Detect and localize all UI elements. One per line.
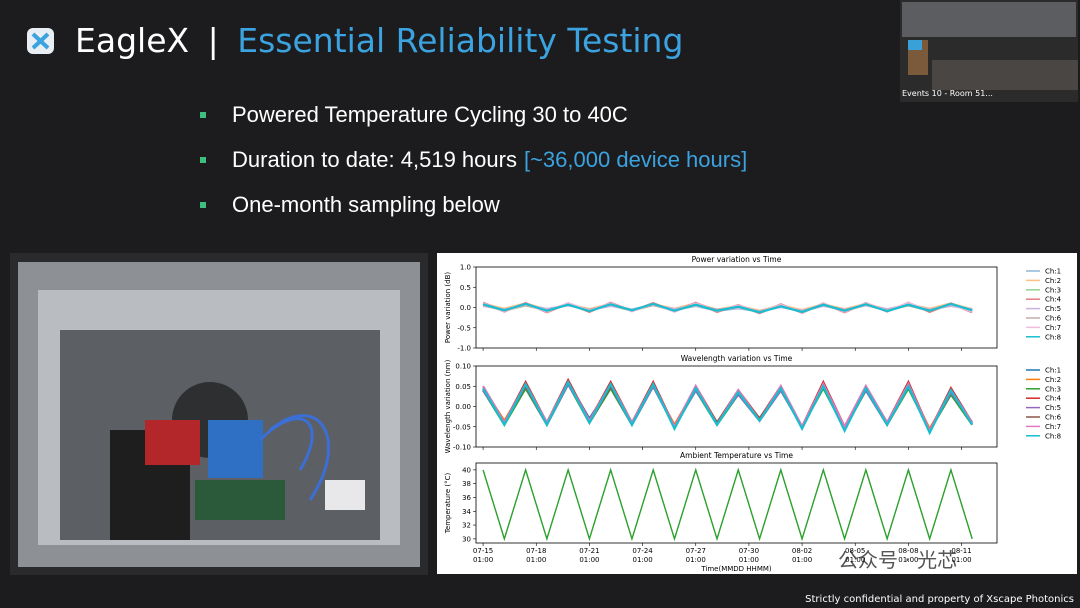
x-tick-label: 08-11 bbox=[951, 547, 971, 555]
legend-label: Ch:6 bbox=[1045, 414, 1062, 422]
series-line bbox=[482, 467, 973, 542]
y-tick-label: 30 bbox=[462, 535, 471, 543]
y-tick-label: 34 bbox=[462, 508, 471, 516]
legend-label: Ch:8 bbox=[1045, 333, 1061, 341]
legend-label: Ch:2 bbox=[1045, 376, 1061, 384]
x-tick-label: 07-18 bbox=[526, 547, 546, 555]
x-tick-time: 01:00 bbox=[739, 556, 759, 564]
legend-label: Ch:1 bbox=[1045, 268, 1061, 276]
bullet-text: Powered Temperature Cycling 30 to 40C bbox=[232, 101, 628, 127]
x-tick-label: 08-08 bbox=[898, 547, 918, 555]
legend-label: Ch:8 bbox=[1045, 432, 1061, 440]
y-axis-label: Temperature (°C) bbox=[444, 473, 452, 535]
y-tick-label: 40 bbox=[462, 466, 471, 474]
x-tick-label: 07-27 bbox=[686, 547, 706, 555]
x-tick-label: 07-21 bbox=[579, 547, 599, 555]
bullet-text: Duration to date: 4,519 hours bbox=[232, 146, 517, 172]
x-tick-label: 07-30 bbox=[739, 547, 759, 555]
y-tick-label: 0.5 bbox=[460, 284, 471, 292]
x-tick-time: 01:00 bbox=[526, 556, 546, 564]
heatsink bbox=[208, 420, 263, 478]
label-tag bbox=[325, 480, 365, 510]
photo bbox=[10, 253, 428, 575]
legend-label: Ch:6 bbox=[1045, 315, 1062, 323]
video-audience bbox=[932, 60, 1078, 90]
video-wall bbox=[902, 2, 1076, 37]
x-axis-label: Time(MMDD HHMM) bbox=[700, 565, 772, 573]
legend-label: Ch:1 bbox=[1045, 367, 1061, 375]
y-axis-label: Power variation (dB) bbox=[444, 272, 452, 344]
bullet-text: One-month sampling below bbox=[232, 191, 500, 217]
logo-mark bbox=[31, 32, 50, 50]
y-tick-label: 38 bbox=[462, 480, 471, 488]
x-tick-time: 01:00 bbox=[579, 556, 599, 564]
y-axis-label: Wavelength variation (nm) bbox=[444, 359, 452, 453]
y-tick-label: -0.05 bbox=[453, 423, 471, 431]
x-tick-time: 01:00 bbox=[473, 556, 493, 564]
bullet-highlight: [~36,000 device hours] bbox=[523, 146, 748, 172]
bullet: Duration to date: 4,519 hours [~36,000 de… bbox=[200, 137, 747, 182]
pcb bbox=[195, 480, 285, 520]
bullet-marker bbox=[200, 201, 206, 208]
y-tick-label: 1.0 bbox=[460, 264, 471, 272]
series-line bbox=[482, 302, 973, 314]
legend-label: Ch:3 bbox=[1045, 286, 1061, 294]
video-sign bbox=[908, 40, 922, 50]
y-tick-label: 0.0 bbox=[460, 304, 471, 312]
brand: EagleX bbox=[75, 21, 189, 60]
separator: | bbox=[208, 21, 219, 60]
x-tick-time: 01:00 bbox=[632, 556, 652, 564]
title-text: Essential Reliability Testing bbox=[237, 21, 683, 60]
watermark: 公众号 · 光芯 bbox=[838, 548, 957, 572]
y-tick-label: -0.10 bbox=[453, 444, 471, 452]
y-tick-label: -0.5 bbox=[457, 324, 471, 332]
panel-title: Wavelength variation vs Time bbox=[681, 354, 793, 363]
y-tick-label: -1.0 bbox=[457, 345, 471, 353]
x-tick-label: 08-05 bbox=[845, 547, 865, 555]
y-tick-label: 0.00 bbox=[455, 403, 471, 411]
legend-label: Ch:5 bbox=[1045, 305, 1061, 313]
legend-label: Ch:7 bbox=[1045, 423, 1061, 431]
plot-area bbox=[475, 365, 998, 448]
x-tick-time: 01:00 bbox=[951, 556, 971, 564]
bullet: One-month sampling below bbox=[200, 182, 747, 227]
legend-label: Ch:2 bbox=[1045, 277, 1061, 285]
y-tick-label: 0.10 bbox=[455, 363, 471, 371]
legend-label: Ch:3 bbox=[1045, 385, 1061, 393]
bullet-marker bbox=[200, 156, 206, 163]
x-tick-time: 01:00 bbox=[845, 556, 865, 564]
x-tick-label: 07-24 bbox=[632, 547, 653, 555]
y-tick-label: 36 bbox=[462, 494, 471, 502]
y-tick-label: 0.05 bbox=[455, 383, 471, 391]
video-thumbnail: Events 10 - Room 51... bbox=[900, 0, 1078, 102]
legend-label: Ch:4 bbox=[1045, 395, 1062, 403]
y-tick-label: 32 bbox=[462, 522, 471, 530]
title: EagleX | Essential Reliability Testing bbox=[75, 21, 683, 60]
video-label: Events 10 - Room 51... bbox=[902, 89, 993, 98]
legend-label: Ch:4 bbox=[1045, 296, 1062, 304]
x-tick-time: 01:00 bbox=[792, 556, 812, 564]
cables bbox=[258, 414, 330, 501]
bullet-marker bbox=[200, 111, 206, 118]
panel-title: Power variation vs Time bbox=[692, 255, 782, 264]
legend-label: Ch:5 bbox=[1045, 404, 1061, 412]
bullet-list: Powered Temperature Cycling 30 to 40C Dur… bbox=[200, 92, 747, 227]
red-module bbox=[145, 420, 200, 465]
x-tick-label: 07-15 bbox=[473, 547, 493, 555]
x-tick-time: 01:00 bbox=[898, 556, 918, 564]
x-tick-time: 01:00 bbox=[686, 556, 706, 564]
bullet: Powered Temperature Cycling 30 to 40C bbox=[200, 92, 747, 137]
footer: Strictly confidential and property of Xs… bbox=[805, 594, 1074, 605]
panel-title: Ambient Temperature vs Time bbox=[680, 451, 793, 460]
series-line bbox=[482, 379, 974, 436]
x-tick-label: 08-02 bbox=[792, 547, 812, 555]
legend-label: Ch:7 bbox=[1045, 324, 1061, 332]
